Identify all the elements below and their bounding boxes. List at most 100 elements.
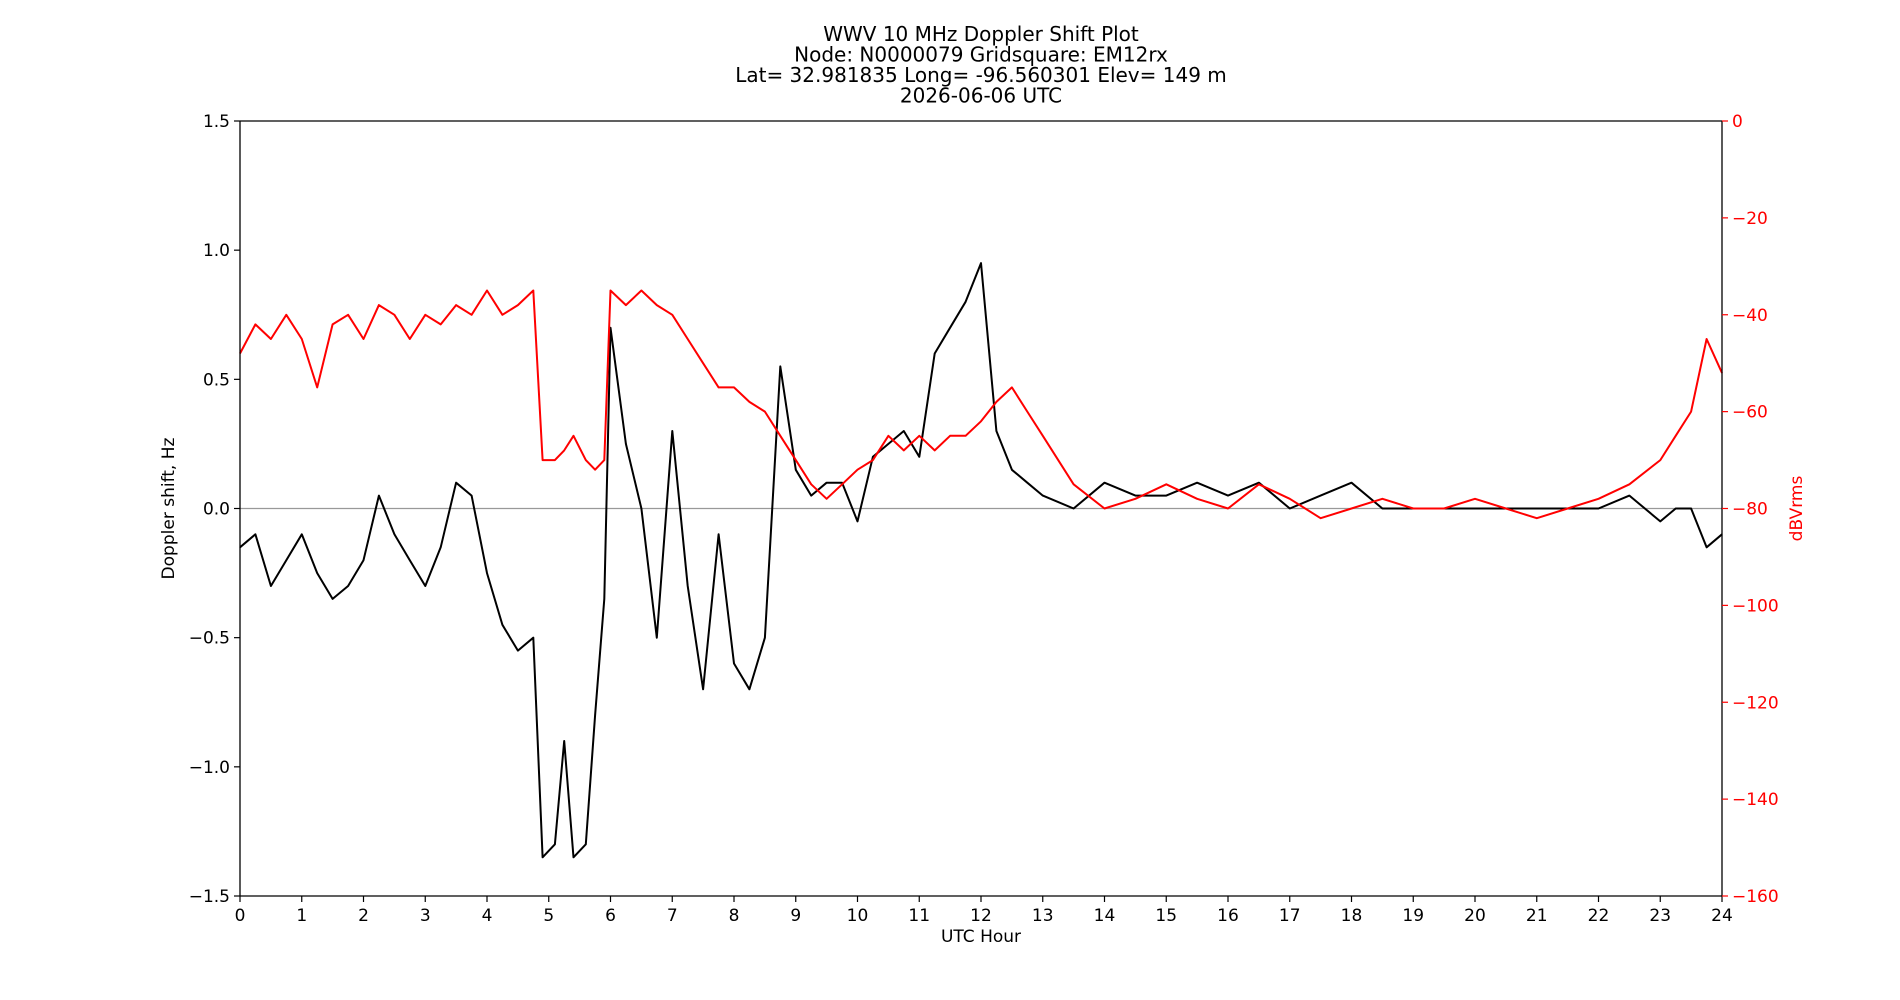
power-data-point — [542, 459, 544, 461]
power-data-point — [1289, 498, 1291, 500]
power-data-point — [1026, 411, 1028, 413]
power-data-point — [424, 314, 426, 316]
power-data-point — [347, 314, 349, 316]
power-data-point — [1165, 483, 1167, 485]
power-data-point — [640, 289, 643, 292]
power-data-point — [517, 304, 519, 306]
doppler-data-point — [285, 559, 287, 561]
power-data-point — [301, 338, 303, 340]
doppler-data-point — [918, 456, 920, 458]
x-tick-label: 6 — [605, 906, 616, 926]
power-data-point — [440, 323, 442, 325]
y-tick-label: −0.5 — [189, 629, 230, 649]
y2-tick-label: −60 — [1732, 403, 1768, 423]
x-tick-label: 19 — [1402, 906, 1424, 926]
power-data-point — [501, 314, 503, 316]
y-tick-label: 1.0 — [203, 241, 230, 261]
x-tick-label: 12 — [970, 906, 992, 926]
power-data-point — [486, 289, 488, 292]
doppler-data-point — [887, 443, 890, 445]
doppler-data-point — [563, 740, 565, 742]
y-tick-label: 0.5 — [203, 370, 230, 390]
x-tick-label: 21 — [1526, 906, 1548, 926]
power-data-point — [270, 338, 272, 340]
power-data-point — [887, 435, 890, 437]
y-axis-ticks: −1.5 −1.0 −0.5 0.0 0.5 1.0 1.5 — [189, 112, 240, 907]
doppler-data-point — [332, 598, 334, 600]
power-data-point — [1320, 517, 1322, 519]
doppler-data-point — [965, 301, 967, 303]
doppler-data-point — [393, 533, 395, 535]
doppler-data-point — [270, 585, 272, 587]
x-tick-label: 4 — [482, 906, 493, 926]
chart-title-line-2: Node: N0000079 Gridsquare: EM12rx — [794, 43, 1168, 67]
doppler-data-point — [594, 714, 596, 716]
doppler-data-point — [471, 495, 473, 497]
doppler-data-point — [826, 482, 828, 484]
power-data-point — [563, 449, 565, 451]
power-data-point — [656, 304, 658, 306]
power-data-point — [687, 338, 689, 340]
power-data-point — [872, 459, 874, 461]
power-data-point — [1196, 498, 1198, 500]
power-data-point — [795, 459, 797, 461]
y2-tick-label: −100 — [1732, 596, 1779, 616]
doppler-data-point — [1196, 482, 1198, 484]
power-series-line — [239, 289, 1723, 520]
doppler-data-point — [378, 495, 380, 497]
doppler-data-point — [501, 624, 503, 626]
x-tick-label: 3 — [420, 906, 431, 926]
power-data-point — [1042, 435, 1044, 437]
doppler-data-point — [1165, 495, 1167, 497]
doppler-data-point — [1011, 469, 1013, 471]
power-data-point — [393, 314, 395, 316]
power-data-point — [362, 338, 365, 340]
power-data-point — [1227, 507, 1229, 510]
power-data-point — [1258, 483, 1260, 485]
doppler-data-point — [671, 430, 673, 432]
power-data-point — [671, 314, 673, 316]
power-data-point — [903, 449, 905, 451]
doppler-data-point — [995, 430, 998, 432]
power-data-point — [285, 314, 287, 316]
power-data-point — [965, 435, 967, 437]
power-data-point — [609, 289, 612, 292]
power-data-point — [471, 314, 473, 316]
doppler-data-point — [949, 327, 951, 329]
axis-labels: UTC Hour Doppler shift, Hz dBVrms — [159, 437, 1807, 947]
power-data-point — [733, 386, 735, 388]
doppler-data-point — [609, 327, 612, 329]
doppler-data-point — [1597, 507, 1600, 510]
doppler-data-point — [795, 469, 797, 471]
x-tick-label: 9 — [790, 906, 801, 926]
doppler-data-point — [687, 585, 689, 587]
power-data-point — [764, 411, 766, 413]
doppler-data-point — [542, 856, 544, 858]
doppler-data-point — [455, 482, 457, 484]
power-data-point — [1412, 507, 1414, 510]
y-tick-label: 1.5 — [203, 112, 230, 132]
doppler-data-point — [903, 430, 905, 432]
x-tick-label: 2 — [358, 906, 369, 926]
power-data-point — [1474, 498, 1476, 500]
x-tick-label: 0 — [235, 906, 246, 926]
power-data-point — [1536, 517, 1538, 519]
y-tick-label: −1.0 — [189, 758, 230, 778]
doppler-data-point — [362, 559, 365, 561]
doppler-data-point — [1258, 482, 1260, 484]
doppler-data-point — [764, 637, 766, 639]
x-tick-label: 7 — [667, 906, 678, 926]
doppler-data-point — [517, 650, 519, 652]
power-data-point — [1675, 435, 1677, 437]
power-data-point — [1567, 507, 1569, 510]
power-data-point — [332, 323, 334, 325]
doppler-data-point — [440, 546, 442, 548]
doppler-data-point — [316, 572, 318, 574]
doppler-data-point — [702, 688, 704, 690]
y2-axis-label: dBVrms — [1787, 476, 1807, 542]
doppler-data-point — [1536, 507, 1538, 510]
x-tick-label: 15 — [1155, 906, 1177, 926]
power-data-point — [841, 483, 843, 485]
